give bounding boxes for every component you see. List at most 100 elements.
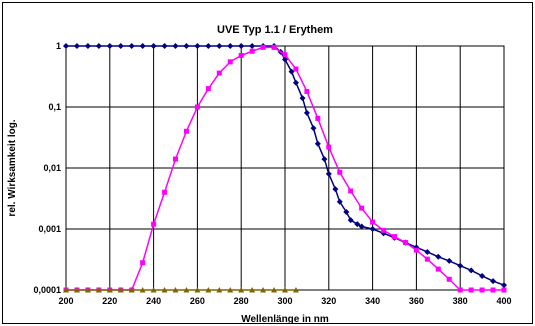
x-tick-label: 280 — [234, 296, 249, 306]
data-point-triangle — [249, 287, 256, 293]
series-3 — [63, 287, 299, 293]
data-point-square — [392, 234, 397, 240]
data-point-square — [337, 169, 343, 175]
data-point-square — [151, 221, 157, 227]
data-point-diamond — [150, 43, 157, 49]
data-point-square — [183, 128, 189, 134]
data-point-square — [479, 287, 485, 293]
data-point-square — [501, 287, 507, 293]
x-tick-label: 200 — [58, 296, 73, 306]
data-point-diamond — [183, 43, 190, 49]
data-point-square — [457, 287, 463, 293]
data-point-diamond — [194, 43, 201, 49]
data-point-diamond — [369, 226, 376, 232]
x-tick-label: 340 — [365, 296, 380, 306]
data-point-square — [194, 104, 200, 110]
data-point-diamond — [332, 186, 339, 193]
data-point-diamond — [343, 208, 350, 215]
data-point-diamond — [479, 272, 486, 279]
data-point-diamond — [310, 125, 317, 132]
data-point-square — [140, 260, 146, 266]
data-point-triangle — [216, 287, 223, 293]
y-tick-label: 0,01 — [43, 163, 61, 173]
data-point-triangle — [161, 287, 168, 293]
data-point-diamond — [303, 109, 310, 116]
data-point-diamond — [282, 56, 288, 63]
series-1 — [63, 43, 507, 289]
y-axis-label: rel. Wirksamkeit log. — [7, 119, 18, 216]
data-point-diamond — [336, 198, 343, 205]
data-point-diamond — [325, 170, 332, 177]
data-point-diamond — [314, 140, 321, 147]
data-point-triangle — [73, 287, 80, 293]
data-point-triangle — [271, 287, 278, 293]
data-point-diamond — [347, 217, 354, 224]
data-point-diamond — [205, 43, 212, 49]
chart-title: UVE Typ 1.1 / Erythem — [217, 24, 333, 36]
data-point-diamond — [117, 43, 124, 49]
data-point-triangle — [172, 287, 179, 293]
data-point-diamond — [139, 43, 146, 49]
data-point-square — [173, 156, 178, 162]
data-point-square — [315, 115, 321, 121]
data-point-diamond — [84, 43, 91, 49]
data-point-diamond — [249, 43, 256, 49]
data-point-square — [205, 86, 211, 92]
x-tick-label: 260 — [190, 296, 205, 306]
data-point-square — [381, 227, 387, 233]
data-point-square — [260, 44, 266, 50]
data-point-triangle — [106, 287, 113, 293]
data-point-triangle — [139, 287, 146, 293]
x-tick-labels: 200 220 240 260 280 300 320 340 360 380 400 — [58, 296, 511, 306]
y-tick-label: 1 — [56, 41, 61, 51]
data-point-triangle — [227, 287, 234, 293]
data-point-square — [348, 188, 354, 194]
data-point-diamond — [501, 282, 507, 289]
y-tick-labels: 1 0,1 0,01 0,001 0,0001 — [33, 41, 61, 295]
data-point-square — [293, 66, 299, 72]
data-point-diamond — [216, 43, 223, 49]
data-point-diamond — [424, 248, 431, 255]
data-point-square — [413, 247, 419, 253]
data-point-diamond — [63, 43, 69, 49]
data-point-diamond — [128, 43, 135, 49]
data-point-square — [326, 144, 332, 150]
data-point-triangle — [84, 287, 91, 293]
y-tick-label: 0,0001 — [33, 285, 61, 295]
data-point-diamond — [468, 267, 475, 274]
series-group — [63, 43, 507, 293]
data-point-triangle — [150, 287, 157, 293]
data-point-square — [490, 287, 496, 293]
data-point-triangle — [95, 287, 102, 293]
data-point-diamond — [490, 278, 497, 285]
data-point-triangle — [128, 287, 135, 293]
data-point-square — [424, 256, 430, 262]
x-axis-label: Wellenlänge in nm — [241, 314, 329, 325]
data-point-diamond — [354, 221, 361, 228]
x-tick-label: 300 — [277, 296, 292, 306]
data-point-diamond — [299, 95, 306, 102]
data-point-square — [282, 52, 288, 58]
data-point-square — [238, 52, 244, 58]
data-point-triangle — [194, 287, 201, 293]
data-point-diamond — [227, 43, 234, 49]
data-point-square — [162, 189, 168, 195]
data-point-diamond — [292, 79, 299, 86]
data-point-diamond — [73, 43, 80, 49]
data-point-triangle — [63, 287, 69, 293]
data-point-square — [304, 88, 310, 94]
data-point-triangle — [238, 287, 245, 293]
data-point-triangle — [183, 287, 190, 293]
x-tick-label: 400 — [496, 296, 511, 306]
data-point-triangle — [282, 287, 288, 293]
data-point-triangle — [117, 287, 124, 293]
y-tick-label: 0,1 — [48, 102, 61, 112]
data-point-triangle — [292, 287, 299, 293]
data-point-square — [370, 219, 376, 225]
data-point-square — [359, 205, 365, 211]
data-point-square — [435, 266, 441, 272]
data-point-diamond — [446, 257, 453, 264]
data-point-square — [402, 240, 408, 246]
data-point-square — [468, 287, 474, 293]
data-point-square — [249, 48, 255, 54]
